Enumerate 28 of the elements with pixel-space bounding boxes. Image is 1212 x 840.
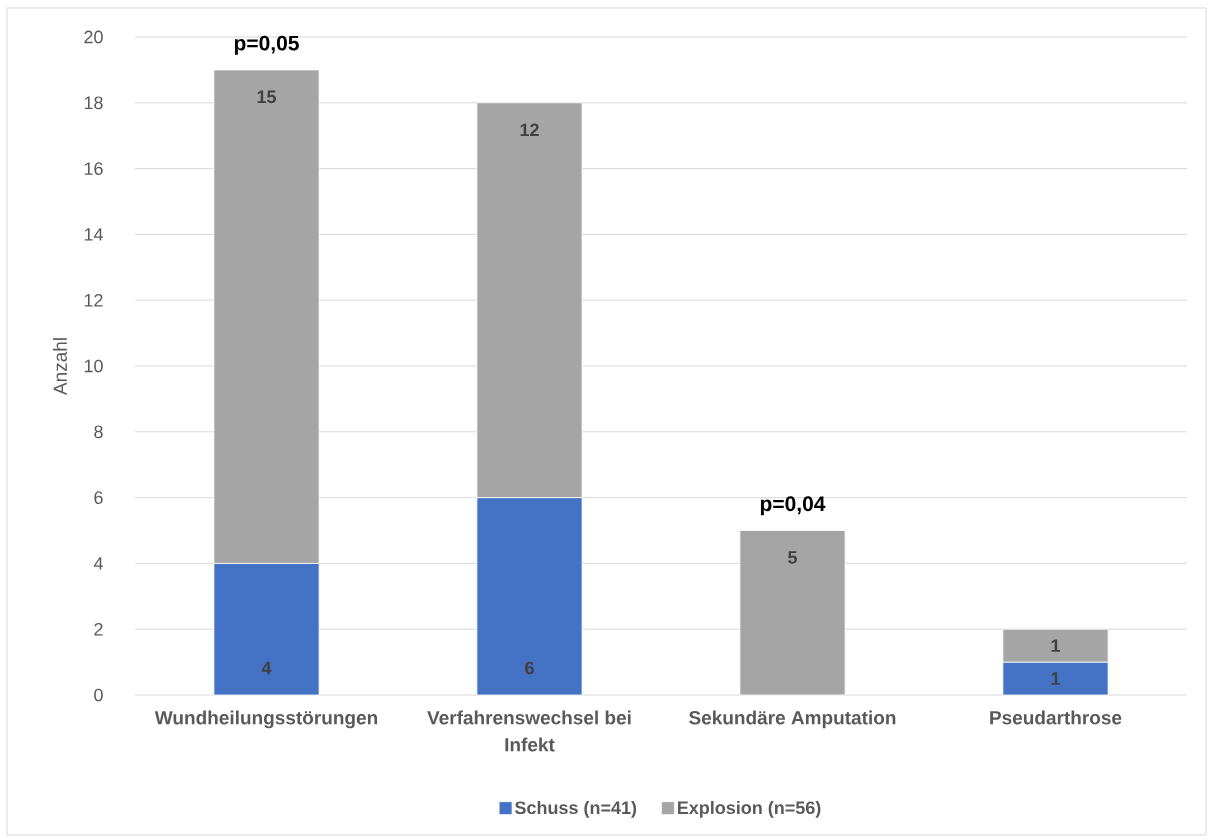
x-tick-label: Wundheilungsstörungen [154,710,378,729]
y-axis-title: Anzahl [53,338,67,396]
y-tick-label: 6 [94,491,103,504]
x-tick-label: Sekundäre Amputation [689,710,896,729]
y-tick-label: 18 [84,96,103,110]
y-tick-label: 20 [84,30,103,44]
bar [739,530,846,696]
data-label: 1 [1051,639,1060,652]
data-label: 12 [520,123,539,137]
data-label: 6 [525,661,534,675]
y-tick-label: 14 [84,228,103,241]
data-label: 15 [257,90,277,104]
data-label: 5 [788,551,797,564]
x-tick-label: Verfahrenswechsel bei Infekt [427,710,631,752]
annotation: p=0,05 [234,35,299,55]
data-label: 4 [261,661,272,675]
legend-label: Explosion (n=56) [677,800,821,818]
x-tick-label: Pseudarthrose [990,710,1122,725]
y-tick-label: 12 [84,293,103,307]
data-label: 1 [1051,672,1060,685]
y-tick-label: 4 [93,557,103,570]
y-tick-label: 2 [94,622,103,636]
y-tick-label: 10 [84,359,103,373]
legend-label: Schuss (n=41) [514,800,637,818]
y-tick-label: 8 [94,425,103,439]
y-tick-label: 0 [94,688,103,702]
annotation: p=0,04 [760,496,826,516]
y-tick-label: 16 [84,162,103,175]
